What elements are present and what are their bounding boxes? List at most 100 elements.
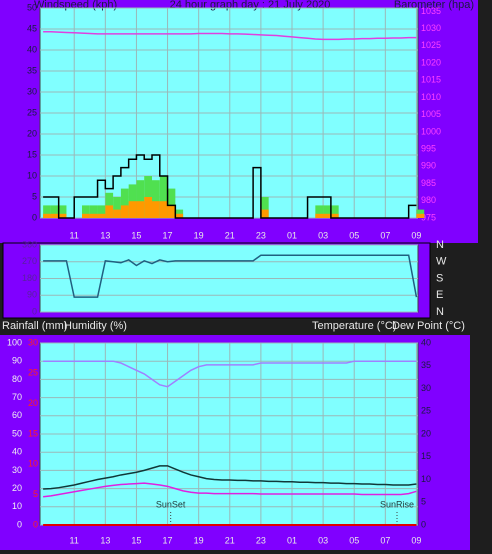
y2-tick-label: 1025 bbox=[421, 40, 441, 50]
y2-tick-label: 30 bbox=[421, 383, 431, 393]
y3-tick-label: 20 bbox=[28, 398, 38, 408]
x-tick-label: 23 bbox=[256, 230, 266, 240]
y-axis-label: Windspeed (kph) bbox=[34, 0, 117, 11]
y-tick-label: 10 bbox=[27, 170, 37, 180]
y2-tick-label: 20 bbox=[421, 428, 431, 438]
y3-tick-label: 0 bbox=[33, 519, 38, 529]
bar bbox=[159, 176, 168, 218]
y2-tick-label: 1010 bbox=[421, 92, 441, 102]
x-tick-label: 15 bbox=[131, 535, 141, 545]
y-tick-label: 45 bbox=[27, 23, 37, 33]
y2-tick-label: 1020 bbox=[421, 57, 441, 67]
x-tick-label: 19 bbox=[194, 535, 204, 545]
y-tick-label: 20 bbox=[12, 483, 22, 493]
y2-tick-label: W bbox=[436, 256, 447, 268]
bar bbox=[323, 213, 331, 218]
bar bbox=[120, 205, 129, 218]
legend-label: Humidity (%) bbox=[64, 320, 127, 332]
bar bbox=[82, 213, 90, 218]
y3-tick-label: 25 bbox=[28, 368, 38, 378]
y2-tick-label: 975 bbox=[421, 212, 436, 222]
bar bbox=[50, 213, 59, 218]
y2-tick-label: 35 bbox=[421, 360, 431, 370]
x-tick-label: 03 bbox=[318, 230, 328, 240]
bar bbox=[50, 205, 59, 218]
bar bbox=[175, 213, 184, 218]
legend-label: Rainfall (mm) bbox=[2, 320, 67, 332]
y-tick-label: 90 bbox=[27, 290, 37, 300]
series-line bbox=[43, 31, 417, 41]
bar bbox=[159, 201, 168, 218]
y2-tick-label: 1015 bbox=[421, 75, 441, 85]
y-tick-label: 25 bbox=[27, 107, 37, 117]
y-tick-label: 0 bbox=[32, 212, 37, 222]
x-tick-label: 21 bbox=[225, 535, 235, 545]
series-line bbox=[43, 360, 417, 388]
y2-tick-label: 995 bbox=[421, 144, 436, 154]
bar bbox=[89, 205, 98, 218]
bar bbox=[260, 209, 269, 218]
x-tick-label: 11 bbox=[70, 230, 79, 240]
bar bbox=[323, 205, 331, 218]
y-tick-label: 35 bbox=[27, 65, 37, 75]
bar bbox=[82, 205, 90, 218]
y2-tick-label: 1000 bbox=[421, 126, 441, 136]
x-tick-label: 23 bbox=[256, 535, 266, 545]
bar bbox=[152, 180, 160, 218]
bar bbox=[43, 205, 51, 218]
x-tick-label: 13 bbox=[100, 230, 110, 240]
legend-label: Dew Point (°C) bbox=[392, 320, 465, 332]
bar bbox=[167, 205, 176, 218]
x-tick-label: 09 bbox=[411, 535, 421, 545]
y2-tick-label: 40 bbox=[421, 337, 431, 347]
y-tick-label: 20 bbox=[27, 128, 37, 138]
bar bbox=[416, 213, 425, 218]
y-tick-label: 180 bbox=[22, 273, 37, 283]
x-tick-label: 17 bbox=[163, 535, 173, 545]
bar bbox=[113, 197, 121, 218]
series-line bbox=[43, 254, 418, 298]
bar bbox=[136, 201, 145, 218]
y3-tick-label: 10 bbox=[28, 459, 38, 469]
bar bbox=[330, 213, 339, 218]
y-tick-label: 40 bbox=[12, 447, 22, 457]
y-tick-label: 40 bbox=[27, 44, 37, 54]
y2-tick-label: 1005 bbox=[421, 109, 441, 119]
x-tick-label: 03 bbox=[318, 535, 328, 545]
y2-tick-label: 15 bbox=[421, 451, 431, 461]
series-line bbox=[43, 154, 417, 219]
y-tick-label: 100 bbox=[7, 337, 22, 347]
bar bbox=[105, 205, 114, 218]
y-tick-label: 50 bbox=[12, 428, 22, 438]
bar bbox=[152, 201, 160, 218]
y2-tick-label: N bbox=[436, 306, 444, 318]
y-tick-label: 15 bbox=[27, 149, 37, 159]
series-line bbox=[43, 482, 417, 498]
y2-tick-label: 5 bbox=[421, 497, 426, 507]
bar bbox=[128, 201, 137, 218]
y2-tick-label: 25 bbox=[421, 406, 431, 416]
y2-label: Barometer (hpa) bbox=[394, 0, 474, 11]
bar bbox=[136, 180, 145, 218]
y-tick-label: 80 bbox=[12, 374, 22, 384]
x-tick-label: 05 bbox=[349, 230, 359, 240]
bar bbox=[58, 213, 67, 218]
y-tick-label: 0 bbox=[32, 306, 37, 316]
y3-tick-label: 30 bbox=[28, 337, 38, 347]
annotation: SunSet bbox=[156, 499, 186, 509]
y2-tick-label: 980 bbox=[421, 195, 436, 205]
y-tick-label: 30 bbox=[12, 465, 22, 475]
x-tick-label: 01 bbox=[287, 535, 297, 545]
y-tick-label: 10 bbox=[12, 501, 22, 511]
y-tick-label: 90 bbox=[12, 356, 22, 366]
y-tick-label: 360 bbox=[22, 239, 37, 249]
y2-tick-label: E bbox=[436, 289, 443, 301]
series-line bbox=[43, 465, 417, 490]
x-tick-label: 09 bbox=[411, 230, 421, 240]
bar bbox=[89, 213, 98, 218]
bar bbox=[113, 209, 121, 218]
y2-tick-label: N bbox=[436, 239, 444, 251]
bar bbox=[97, 205, 106, 218]
x-tick-label: 01 bbox=[287, 230, 297, 240]
